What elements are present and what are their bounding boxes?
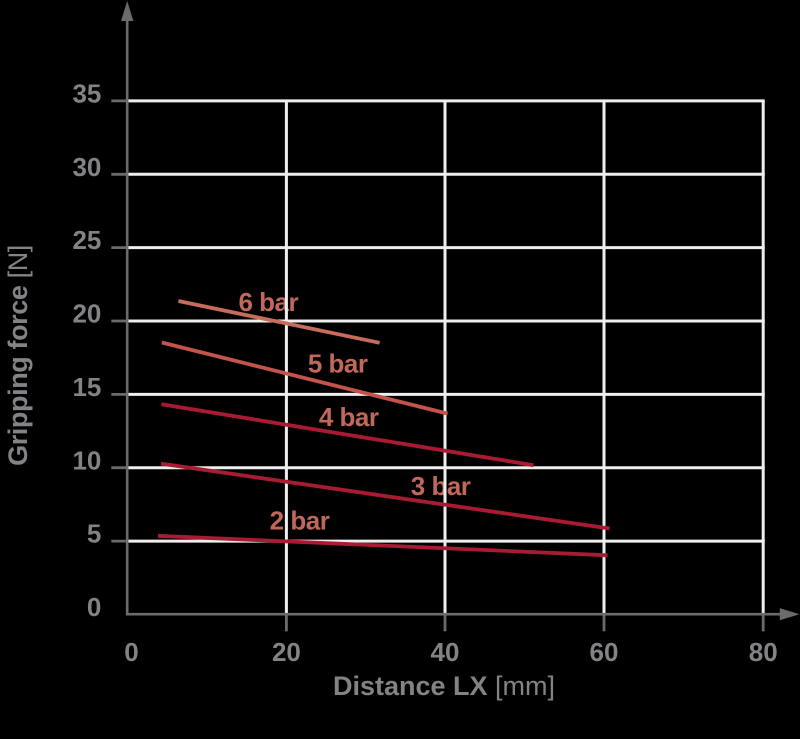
svg-text:0: 0 [124,637,138,667]
svg-text:6 bar: 6 bar [238,287,298,317]
svg-text:30: 30 [72,152,101,182]
svg-text:3 bar: 3 bar [411,471,471,501]
svg-text:Gripping force [N]: Gripping force [N] [3,245,33,466]
svg-text:5 bar: 5 bar [308,348,368,378]
svg-text:5: 5 [87,519,101,549]
svg-text:2 bar: 2 bar [270,506,330,536]
svg-text:15: 15 [72,372,101,402]
svg-text:35: 35 [72,79,101,109]
svg-text:0: 0 [87,592,101,622]
svg-text:Distance LX [mm]: Distance LX [mm] [333,671,555,701]
svg-text:60: 60 [590,637,619,667]
svg-text:10: 10 [72,445,101,475]
svg-text:4 bar: 4 bar [319,402,379,432]
svg-text:20: 20 [272,637,301,667]
svg-text:25: 25 [72,225,101,255]
svg-text:80: 80 [749,637,778,667]
svg-text:20: 20 [72,299,101,329]
svg-text:40: 40 [431,637,460,667]
